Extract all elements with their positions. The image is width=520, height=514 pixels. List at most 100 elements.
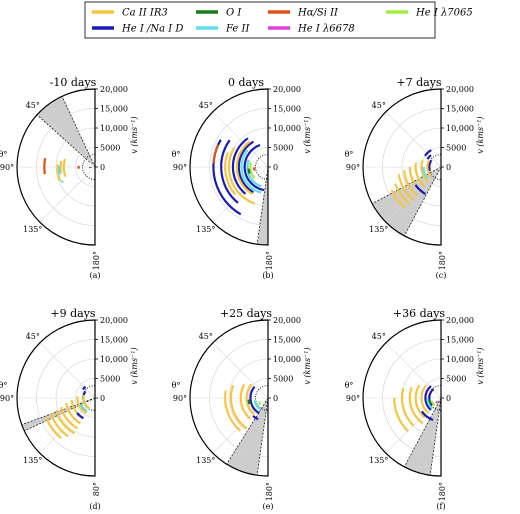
panel-title: +9 days [50, 307, 96, 320]
line-velocity-arc [249, 162, 256, 179]
panel-caption: (d) [89, 502, 100, 511]
grid-spoke [39, 166, 96, 223]
radial-tick-label: 10,000 [446, 355, 474, 364]
panel-title: 0 days [228, 76, 264, 89]
radial-tick-label: 5000 [446, 375, 466, 384]
line-velocity-arc [245, 383, 255, 416]
angular-tick-label: 45° [372, 101, 386, 110]
line-velocity-arc [49, 413, 69, 438]
grid-spoke [39, 342, 96, 399]
legend-frame [84, 1, 436, 39]
radial-tick-label: 10,000 [446, 124, 474, 133]
angular-axis-label: θ° [172, 150, 181, 159]
line-velocity-arc [424, 385, 432, 411]
angular-tick-label: 90° [346, 394, 360, 403]
line-velocity-arc [60, 406, 79, 430]
grid-spoke [39, 111, 96, 168]
bottom-angle-label: 180° [92, 251, 101, 270]
bottom-angle-label: 180° [438, 251, 447, 270]
bottom-angle-label: 180° [265, 251, 274, 270]
radial-tick-label: 20,000 [100, 316, 128, 325]
line-velocity-arc [229, 384, 248, 430]
line-velocity-arc [426, 159, 434, 179]
grid-spoke [39, 397, 96, 454]
panel-outline [189, 319, 269, 477]
line-velocity-arc [240, 149, 262, 194]
angular-tick-label: 135° [23, 456, 42, 465]
panel-caption: (a) [89, 271, 100, 280]
radial-tick-label: 10,000 [273, 355, 301, 364]
line-velocity-arc [235, 140, 253, 195]
radial-tick-label: 5000 [273, 375, 293, 384]
angular-axis-label: θ° [345, 381, 354, 390]
line-velocity-arc [246, 159, 262, 188]
radial-tick-label: 10,000 [273, 124, 301, 133]
panel: 0 5000 10,000 15,000 20,000 v (kms⁻¹) 45° 90° 13… [0, 76, 139, 280]
shaded-wedge [37, 96, 95, 167]
radial-tick-label: 20,000 [446, 85, 474, 94]
line-velocity-arc [400, 387, 415, 427]
panel: 0 5000 10,000 15,000 20,000 v (kms⁻¹) 45° 90° 13… [345, 76, 485, 280]
line-velocity-arc [65, 402, 81, 425]
line-velocity-arc [428, 159, 433, 172]
line-velocity-arc [247, 399, 251, 405]
angular-tick-label: 90° [0, 163, 14, 172]
angular-axis-label: θ° [345, 150, 354, 159]
panel-outline [362, 88, 442, 246]
line-velocity-arc [239, 383, 252, 420]
panel: 0 5000 10,000 15,000 20,000 v (kms⁻¹) 45° 90° 13… [172, 76, 312, 280]
line-velocity-arc [414, 184, 426, 195]
grid-spoke [212, 111, 269, 168]
line-velocity-arc [435, 400, 439, 404]
radial-tick-label: 0 [446, 163, 451, 172]
line-velocity-arc [60, 180, 64, 184]
radial-tick-label: 5000 [100, 144, 120, 153]
angular-axis-label: θ° [0, 150, 7, 159]
radial-tick-label: 15,000 [446, 105, 474, 114]
radial-tick-label: 0 [273, 394, 278, 403]
angular-axis-label: θ° [0, 381, 7, 390]
line-velocity-arc [81, 385, 87, 391]
radial-tick-label: 15,000 [273, 336, 301, 345]
line-velocity-arc [220, 139, 239, 204]
angular-tick-label: 45° [199, 101, 213, 110]
radial-axis-label: v (kms⁻¹) [130, 347, 139, 384]
legend-label: He I λ7065 [415, 8, 473, 19]
line-velocity-arc [394, 183, 411, 206]
radial-axis-label: v (kms⁻¹) [130, 116, 139, 153]
line-velocity-arc [58, 165, 61, 175]
line-velocity-arc [252, 415, 259, 421]
line-velocity-arc [426, 397, 434, 410]
line-velocity-arc [414, 384, 426, 419]
line-velocity-arc [397, 174, 415, 201]
angular-tick-label: 45° [199, 332, 213, 341]
line-velocity-arc [390, 189, 406, 209]
radial-axis-label: v (kms⁻¹) [303, 116, 312, 153]
angular-tick-label: 135° [196, 456, 215, 465]
radial-tick-label: 5000 [273, 144, 293, 153]
grid-spoke [385, 111, 442, 168]
line-velocity-arc [422, 166, 429, 179]
line-velocity-arc [426, 154, 432, 160]
line-velocity-arc [76, 396, 87, 415]
line-velocity-arc [424, 149, 432, 157]
line-velocity-arc [79, 404, 88, 413]
angular-tick-label: 90° [173, 163, 187, 172]
line-velocity-arc [43, 158, 47, 175]
panel-caption: (e) [263, 502, 274, 511]
panel-outline [16, 319, 96, 477]
angular-tick-label: 135° [369, 456, 388, 465]
legend-label: Fe II [225, 24, 250, 35]
radial-tick-label: 5000 [100, 375, 120, 384]
panel-caption: (f) [436, 502, 445, 511]
line-velocity-arc [428, 399, 432, 405]
line-velocity-arc [430, 400, 436, 407]
line-velocity-arc [82, 394, 90, 410]
angular-tick-label: 135° [196, 225, 215, 234]
line-velocity-arc [212, 144, 220, 164]
radial-tick-label: 0 [273, 163, 278, 172]
panel-title: +36 days [393, 307, 446, 320]
radial-tick-label: 15,000 [100, 336, 128, 345]
line-velocity-arc [224, 390, 242, 432]
panel-title: +25 days [220, 307, 273, 320]
